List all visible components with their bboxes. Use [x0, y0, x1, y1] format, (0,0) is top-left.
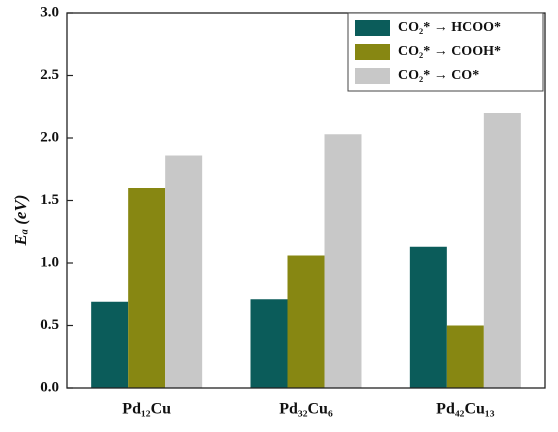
plot-frame [66, 12, 546, 389]
bar [91, 301, 129, 388]
bar [128, 188, 166, 388]
y-axis-label: Eₐ (eV) [11, 195, 30, 247]
bar [324, 134, 362, 388]
bar [446, 325, 484, 388]
bar [165, 155, 203, 388]
legend-label: CO₂* → COOH* [398, 44, 501, 59]
legend-swatch [355, 20, 390, 36]
y-tick-label: 0.0 [40, 379, 59, 395]
y-tick-label: 1.0 [40, 254, 59, 270]
legend-swatch [355, 68, 390, 84]
y-tick-label: 2.5 [40, 67, 59, 83]
bar [287, 255, 325, 388]
x-tick-label: Pd₄₂Cu₁₃ [436, 401, 495, 418]
legend-label: CO₂* → CO* [398, 68, 479, 83]
legend-label: CO₂* → HCOO* [398, 20, 501, 35]
bar [483, 113, 521, 388]
y-tick-label: 0.5 [40, 317, 59, 333]
y-tick-label: 3.0 [40, 4, 59, 20]
x-tick-label: Pd₃₂Cu₆ [279, 401, 333, 418]
x-tick-label: Pd₁₂Cu [122, 401, 171, 418]
bar [250, 299, 288, 388]
y-tick-label: 1.5 [40, 192, 59, 208]
y-tick-label: 2.0 [40, 129, 59, 145]
legend-swatch [355, 44, 390, 60]
bar [409, 246, 447, 388]
